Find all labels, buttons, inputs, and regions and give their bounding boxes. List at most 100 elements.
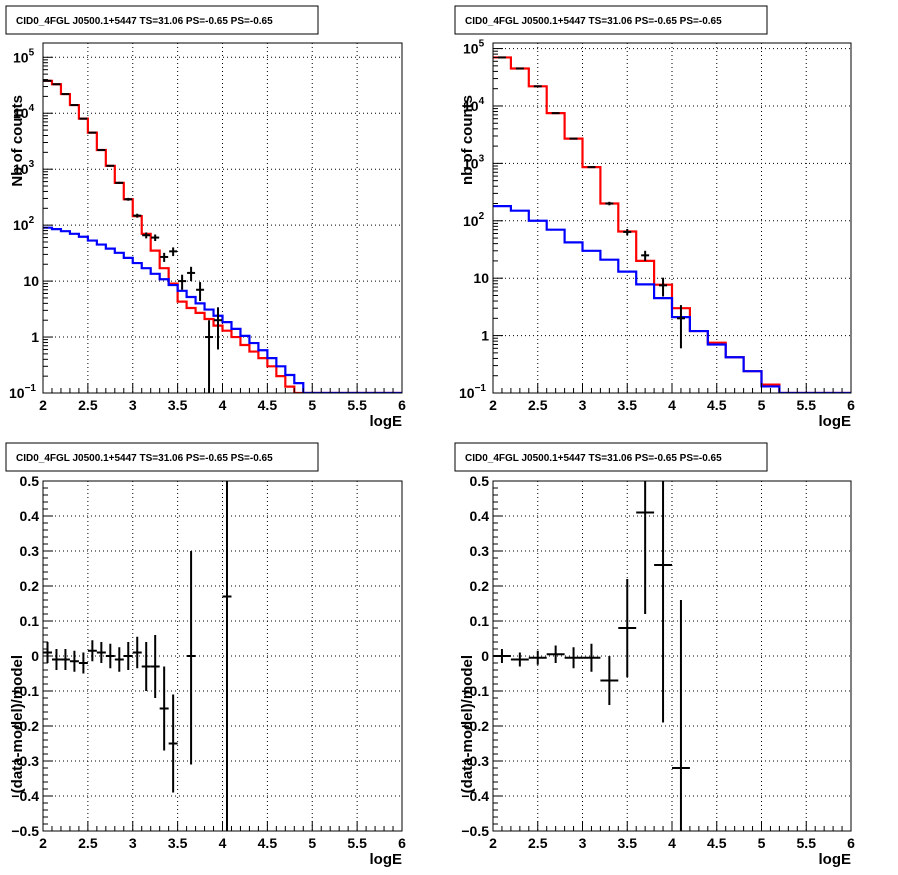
x-tick-label: 5.5: [797, 835, 817, 851]
x-tick-label: 5.5: [347, 835, 367, 851]
residual-point: [60, 649, 70, 670]
residual-point: [51, 649, 61, 670]
residual-point: [132, 636, 142, 669]
residual-point: [114, 647, 124, 672]
x-tick-label: 5: [308, 835, 316, 851]
x-tick-label: 5: [308, 397, 316, 413]
x-tick-label: 5.5: [347, 397, 367, 413]
x-tick-label: 4.5: [707, 397, 727, 413]
data-point: [43, 79, 52, 82]
data-point: [151, 234, 160, 242]
x-axis-title: logE: [819, 851, 852, 868]
data-point: [97, 149, 106, 152]
x-tick-label: 5: [758, 835, 766, 851]
residual-point: [69, 650, 79, 672]
grid: [43, 481, 402, 831]
data-point: [623, 228, 632, 236]
x-tick-label: 3.5: [618, 835, 638, 851]
chart-panel-p1: CID0_4FGL J0500.1+5447 TS=31.06 PS=-0.65…: [5, 5, 406, 430]
x-tick-label: 5.5: [797, 397, 817, 413]
data-point: [61, 93, 70, 96]
data-point: [641, 250, 650, 261]
title-box: [454, 5, 768, 35]
x-tick-label: 3: [129, 835, 137, 851]
y-tick-label: 0: [31, 648, 39, 664]
data-point: [196, 282, 205, 302]
y-tick-label: −0.5: [11, 823, 39, 839]
y-axis-title: (data-model)/model: [459, 655, 476, 793]
residual-point: [564, 647, 583, 669]
x-tick-label: 3: [579, 397, 587, 413]
y-tick-label: 1: [31, 329, 39, 345]
x-axis-title: logE: [370, 851, 403, 868]
residual-point: [636, 481, 655, 614]
y-tick-label: 0.3: [470, 543, 490, 559]
y-tick-label: 105: [463, 39, 485, 57]
y-tick-label: 104: [13, 103, 35, 121]
chart-title: CID0_4FGL J0500.1+5447 TS=31.06 PS=-0.65…: [16, 453, 273, 464]
data-point: [605, 201, 614, 206]
data-point: [659, 277, 668, 297]
residual-point: [672, 600, 690, 831]
residual-point: [582, 643, 601, 672]
y-tick-label: 10−1: [9, 383, 36, 401]
data-point: [205, 320, 214, 393]
residual-point: [159, 666, 169, 751]
y-tick-label: 10: [473, 270, 489, 286]
data-point: [142, 232, 151, 239]
residual-point: [96, 642, 106, 663]
residual-point: [87, 640, 97, 662]
y-tick-label: 103: [13, 159, 35, 177]
y-tick-label: 0.4: [470, 508, 490, 524]
y-tick-label: 10−1: [459, 383, 486, 401]
y-tick-label: −0.2: [11, 718, 39, 734]
y-tick-label: 0.4: [20, 508, 40, 524]
y-tick-label: 102: [13, 215, 35, 233]
y-axis-title: Nb of counts: [9, 95, 26, 187]
y-tick-label: 0.5: [470, 473, 490, 489]
y-tick-label: 0.1: [20, 613, 40, 629]
residual-point: [618, 579, 637, 677]
x-tick-label: 4.5: [258, 835, 278, 851]
y-tick-label: −0.4: [461, 788, 489, 804]
y-tick-label: 0: [481, 648, 489, 664]
x-tick-label: 6: [398, 835, 406, 851]
data-point: [214, 307, 223, 350]
residual-point: [510, 652, 529, 667]
x-tick-label: 3.5: [168, 835, 188, 851]
data-point: [187, 266, 196, 282]
y-tick-label: 1: [481, 328, 489, 344]
residual-point: [168, 694, 178, 793]
x-tick-label: 3: [579, 835, 587, 851]
data-point: [70, 104, 79, 107]
residual-point: [528, 650, 547, 665]
data-point: [587, 166, 596, 169]
x-tick-label: 4.5: [707, 835, 727, 851]
x-tick-label: 2: [489, 397, 497, 413]
y-tick-label: 102: [463, 211, 485, 229]
data-point: [52, 83, 61, 86]
y-tick-label: −0.1: [461, 683, 489, 699]
residual-point: [546, 645, 565, 663]
data-point: [88, 131, 97, 134]
x-tick-label: 4: [219, 835, 227, 851]
data-point: [569, 137, 578, 140]
chart-title: CID0_4FGL J0500.1+5447 TS=31.06 PS=-0.65…: [16, 16, 273, 27]
chart-title: CID0_4FGL J0500.1+5447 TS=31.06 PS=-0.65…: [465, 453, 722, 464]
y-tick-label: 0.2: [20, 578, 40, 594]
x-tick-label: 4: [668, 835, 676, 851]
x-tick-label: 3.5: [618, 397, 638, 413]
y-tick-label: 0.3: [20, 543, 40, 559]
x-axis-title: logE: [819, 413, 852, 430]
plot-area: [43, 481, 232, 831]
total-model-histogram: [43, 79, 402, 393]
x-tick-label: 2: [489, 835, 497, 851]
title-box: [5, 442, 319, 472]
y-tick-label: −0.2: [461, 718, 489, 734]
x-tick-label: 2: [39, 397, 47, 413]
x-tick-label: 6: [847, 397, 855, 413]
y-tick-label: 0.2: [470, 578, 490, 594]
data-point: [133, 213, 142, 218]
y-axis-title: nb of counts: [459, 95, 476, 185]
x-tick-label: 6: [847, 835, 855, 851]
